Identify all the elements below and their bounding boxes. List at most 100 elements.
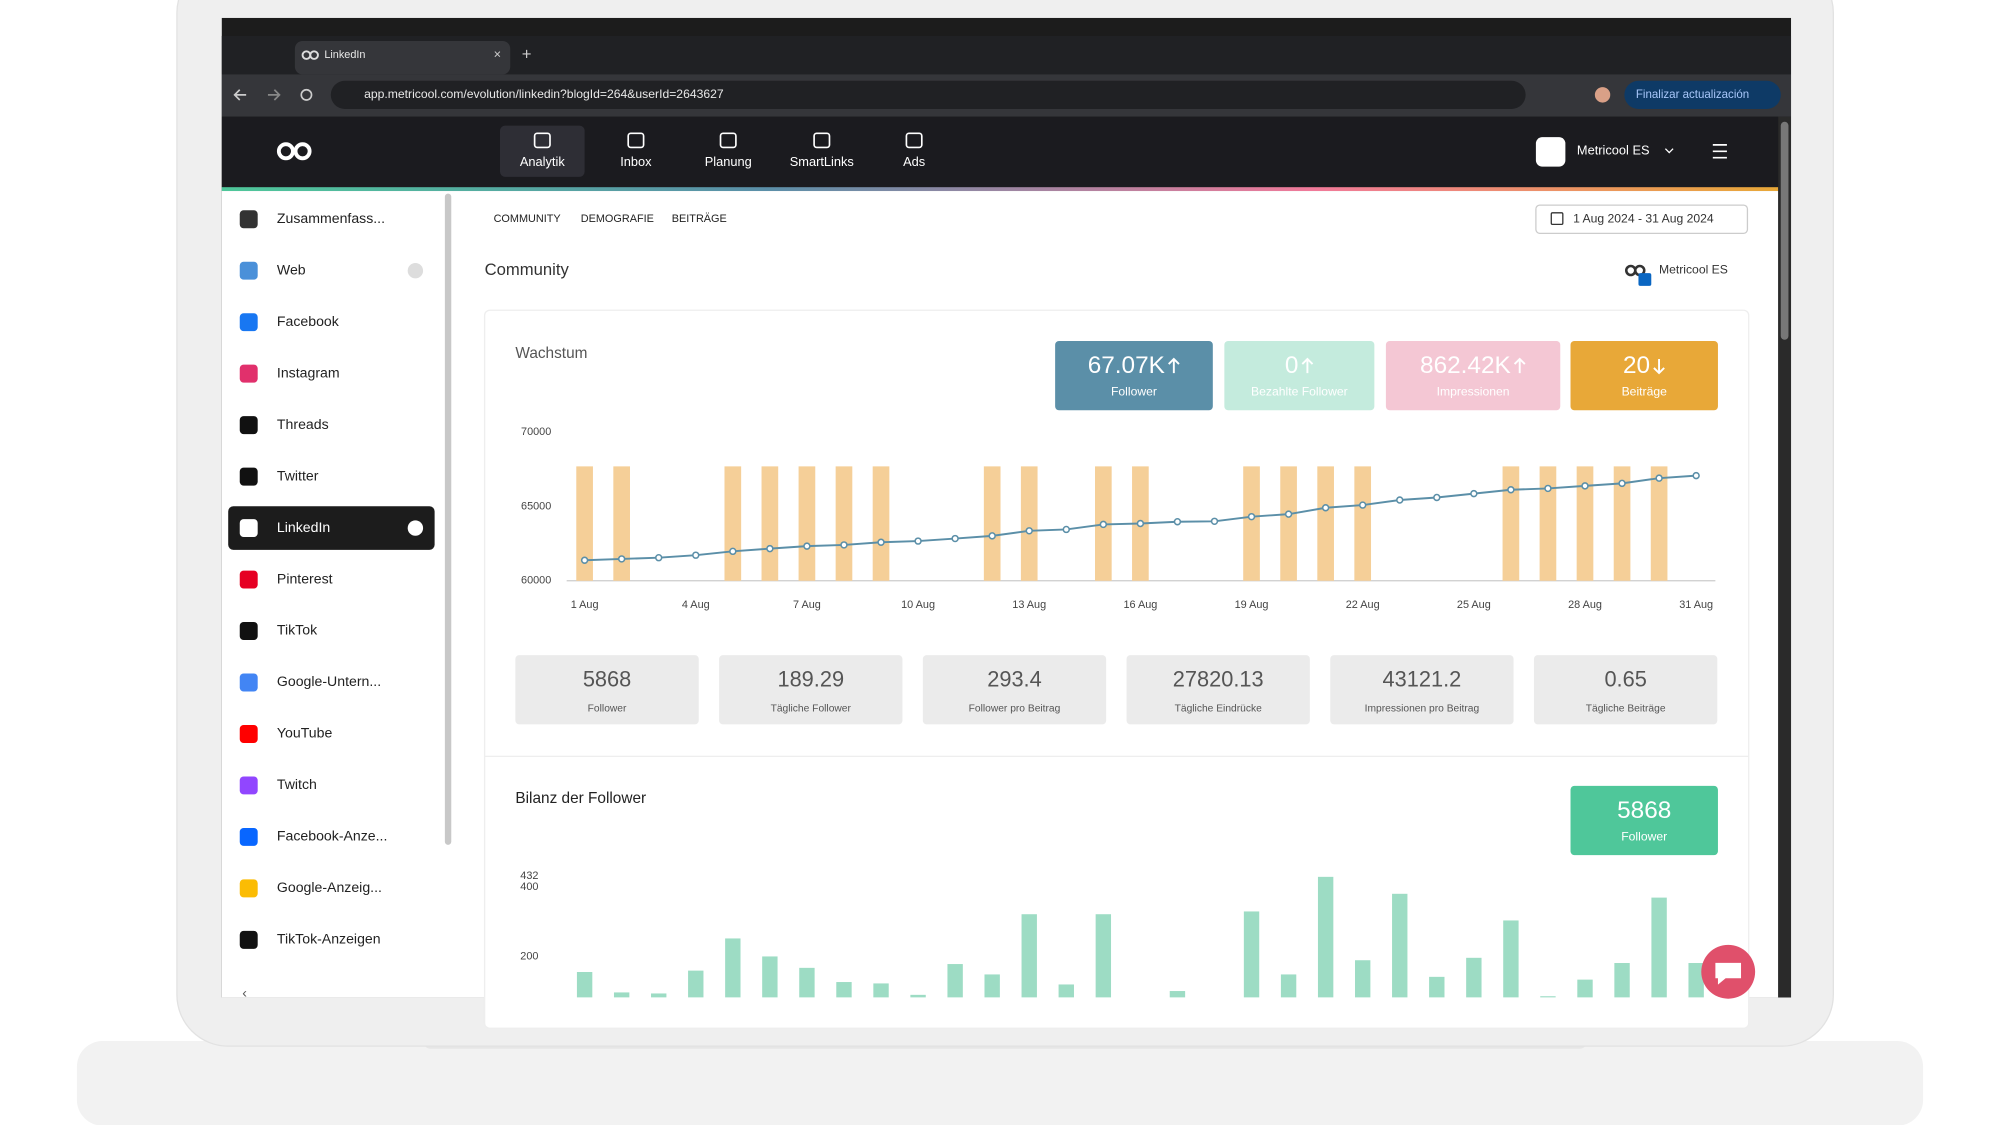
- bar: [1651, 897, 1667, 998]
- nav-item[interactable]: SmartLinks: [790, 154, 854, 169]
- sidebar-icon: [239, 210, 258, 229]
- profile-avatar[interactable]: [1594, 87, 1611, 103]
- bar: [1021, 914, 1037, 998]
- sidebar-item[interactable]: Web: [277, 261, 306, 277]
- line-point: [1692, 471, 1700, 480]
- sidebar-icon: [239, 261, 258, 280]
- sidebar-item[interactable]: TikTok-Anzeigen: [277, 931, 381, 947]
- sidebar-item[interactable]: Threads: [277, 416, 329, 432]
- line-point: [729, 547, 737, 556]
- kpi-label: Follower: [1621, 829, 1667, 843]
- tab-icon: [309, 50, 319, 60]
- line-point: [1433, 493, 1441, 502]
- line-point: [617, 555, 626, 563]
- y-tick-label: 60000: [521, 575, 551, 587]
- line-point: [914, 537, 922, 545]
- sidebar-active: [228, 506, 435, 550]
- line-point: [1025, 527, 1033, 535]
- sidebar-item[interactable]: YouTube: [277, 725, 333, 741]
- stat-label: Tägliche Beiträge: [1586, 704, 1666, 715]
- x-tick-label: 4 Aug: [682, 599, 710, 611]
- bar: [1317, 466, 1334, 581]
- stat-box: [515, 655, 699, 725]
- bar: [1502, 466, 1520, 581]
- url-bar[interactable]: [330, 80, 1526, 109]
- sidebar-item[interactable]: Instagram: [277, 364, 340, 380]
- x-tick-label: 31 Aug: [1679, 599, 1713, 611]
- bar: [651, 993, 667, 998]
- sidebar-item[interactable]: Google-Anzeig...: [277, 879, 382, 895]
- linkedin-badge: [1638, 273, 1652, 286]
- bar: [688, 970, 704, 998]
- sidebar-item[interactable]: Twitch: [277, 776, 317, 792]
- line-point: [951, 534, 959, 543]
- line-point: [988, 532, 996, 540]
- y-tick-label: 65000: [521, 500, 551, 512]
- bar: [1614, 963, 1630, 998]
- bar: [1429, 976, 1445, 998]
- nav-item[interactable]: Planung: [705, 154, 752, 169]
- nav-item[interactable]: Ads: [903, 154, 925, 169]
- kpi-label: Bezahlte Follower: [1251, 385, 1348, 399]
- kpi-value: 20: [1623, 352, 1650, 379]
- sidebar-item[interactable]: Zusammenfass...: [277, 210, 385, 226]
- forward-button[interactable]: [267, 89, 281, 101]
- sidebar-item[interactable]: Facebook-Anze...: [277, 828, 387, 844]
- sidebar-item[interactable]: Twitter: [277, 467, 319, 483]
- account-name[interactable]: Metricool ES: [1577, 143, 1650, 158]
- browser-tab[interactable]: [294, 41, 511, 75]
- line-point: [1136, 519, 1145, 528]
- bar: [1466, 957, 1482, 998]
- nav-icon: [813, 132, 831, 149]
- tab[interactable]: COMMUNITY: [494, 213, 562, 225]
- tab-close[interactable]: ×: [494, 47, 501, 62]
- sidebar-item[interactable]: Google-Untern...: [277, 673, 381, 689]
- x-tick-label: 25 Aug: [1457, 599, 1491, 611]
- sidebar-icon: [239, 827, 258, 846]
- y-tick-label: 432: [520, 870, 538, 882]
- sidebar-status: [407, 263, 424, 279]
- bar: [1058, 984, 1074, 998]
- stat-value: 0.65: [1604, 667, 1646, 692]
- nav-item[interactable]: Inbox: [620, 154, 652, 169]
- brand-stripe: [221, 187, 1779, 192]
- sidebar-icon: [239, 622, 258, 640]
- nav-item[interactable]: Analytik: [520, 154, 565, 169]
- sidebar-icon: [239, 879, 258, 898]
- sidebar-item[interactable]: Pinterest: [277, 570, 333, 586]
- bar: [1317, 876, 1334, 998]
- sidebar-icon: [239, 364, 258, 383]
- back-button[interactable]: [233, 89, 247, 101]
- sidebar-icon: [239, 313, 258, 332]
- account-avatar: [1535, 137, 1566, 167]
- line-point: [1507, 486, 1515, 494]
- y-tick-label: 70000: [521, 426, 551, 438]
- bar: [983, 466, 1001, 581]
- new-tab[interactable]: +: [522, 45, 532, 64]
- sidebar-item[interactable]: Facebook: [277, 313, 340, 329]
- tab[interactable]: DEMOGRAFIE: [581, 213, 654, 225]
- logo: [293, 142, 312, 161]
- sidebar-item[interactable]: LinkedIn: [277, 519, 330, 535]
- line-point: [692, 551, 700, 559]
- update-button[interactable]: [1624, 80, 1781, 109]
- section-title: Community: [485, 260, 570, 279]
- collapse-sidebar[interactable]: ‹: [242, 984, 247, 1000]
- reload-button[interactable]: [300, 88, 313, 101]
- bar: [1650, 466, 1668, 581]
- sidebar-icon: [239, 467, 258, 486]
- sidebar-item[interactable]: TikTok: [277, 622, 318, 638]
- bar: [1280, 466, 1297, 581]
- menu-button[interactable]: [1712, 144, 1727, 159]
- kpi-label: Follower: [1111, 385, 1157, 399]
- date-picker[interactable]: [1535, 204, 1749, 234]
- stat-label: Impressionen pro Beitrag: [1365, 704, 1480, 715]
- tab[interactable]: BEITRÄGE: [672, 213, 727, 225]
- bar: [947, 964, 963, 998]
- line-point: [1581, 482, 1589, 490]
- sidebar-icon: [239, 519, 258, 538]
- nav-icon: [719, 132, 737, 149]
- bar: [1169, 991, 1186, 998]
- sidebar-icon: [239, 673, 258, 692]
